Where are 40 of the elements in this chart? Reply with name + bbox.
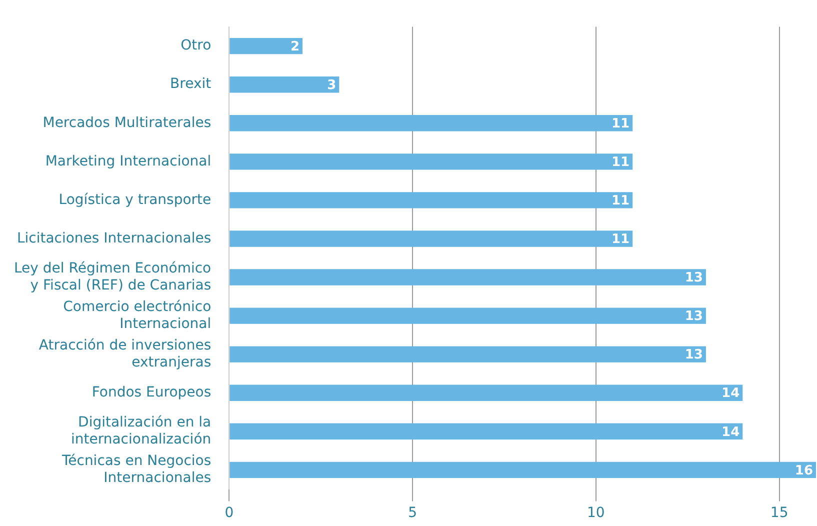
bar: [230, 423, 743, 440]
data-label: 3: [327, 78, 336, 93]
x-tick-label: 15: [770, 505, 788, 522]
y-tick-label: Brexit: [170, 76, 212, 92]
bar: [230, 269, 706, 286]
x-tick-label: 10: [587, 505, 605, 522]
bar: [230, 462, 816, 478]
x-tick-label: 0: [224, 505, 234, 522]
y-tick-label: Comercio electrónico Internacional: [63, 299, 212, 332]
data-label: 13: [684, 309, 703, 324]
bar: [230, 192, 633, 208]
y-tick-label: Licitaciones Internacionales: [16, 230, 212, 246]
y-tick-label: Ley del Régimen Económico y Fiscal (REF) de Canarias: [14, 260, 212, 294]
bar: [230, 154, 633, 170]
data-label: 11: [612, 232, 630, 248]
data-label: 13: [684, 270, 703, 286]
y-tick-label: Fondos Europeos: [92, 384, 212, 401]
data-label: 11: [612, 155, 630, 170]
data-label: 11: [612, 194, 630, 209]
bar: [230, 38, 302, 54]
bar: [230, 308, 706, 324]
bar: [230, 384, 743, 401]
data-label: 13: [684, 348, 703, 363]
y-tick-label: Otro: [180, 38, 212, 54]
data-label: 14: [722, 424, 740, 440]
data-label: 16: [794, 463, 813, 478]
data-label: 2: [290, 39, 300, 54]
bar: [230, 230, 633, 247]
bar: [230, 346, 706, 362]
bar: [230, 115, 633, 132]
bar: [230, 76, 340, 93]
y-tick-label: Técnicas en Negocios Internacionales: [60, 453, 212, 486]
y-tick-label: Logística y transporte: [58, 192, 212, 208]
y-tick-label: Digitalización en la internacionalización: [70, 414, 212, 448]
y-tick-label: Mercados Multiraterales: [42, 114, 212, 131]
y-tick-label: Marketing Internacional: [45, 153, 212, 170]
x-tick-label: 5: [408, 505, 417, 522]
data-label: 11: [612, 116, 630, 132]
y-tick-label: Atracción de inversiones extranjeras: [38, 338, 212, 370]
data-label: 14: [722, 386, 740, 402]
